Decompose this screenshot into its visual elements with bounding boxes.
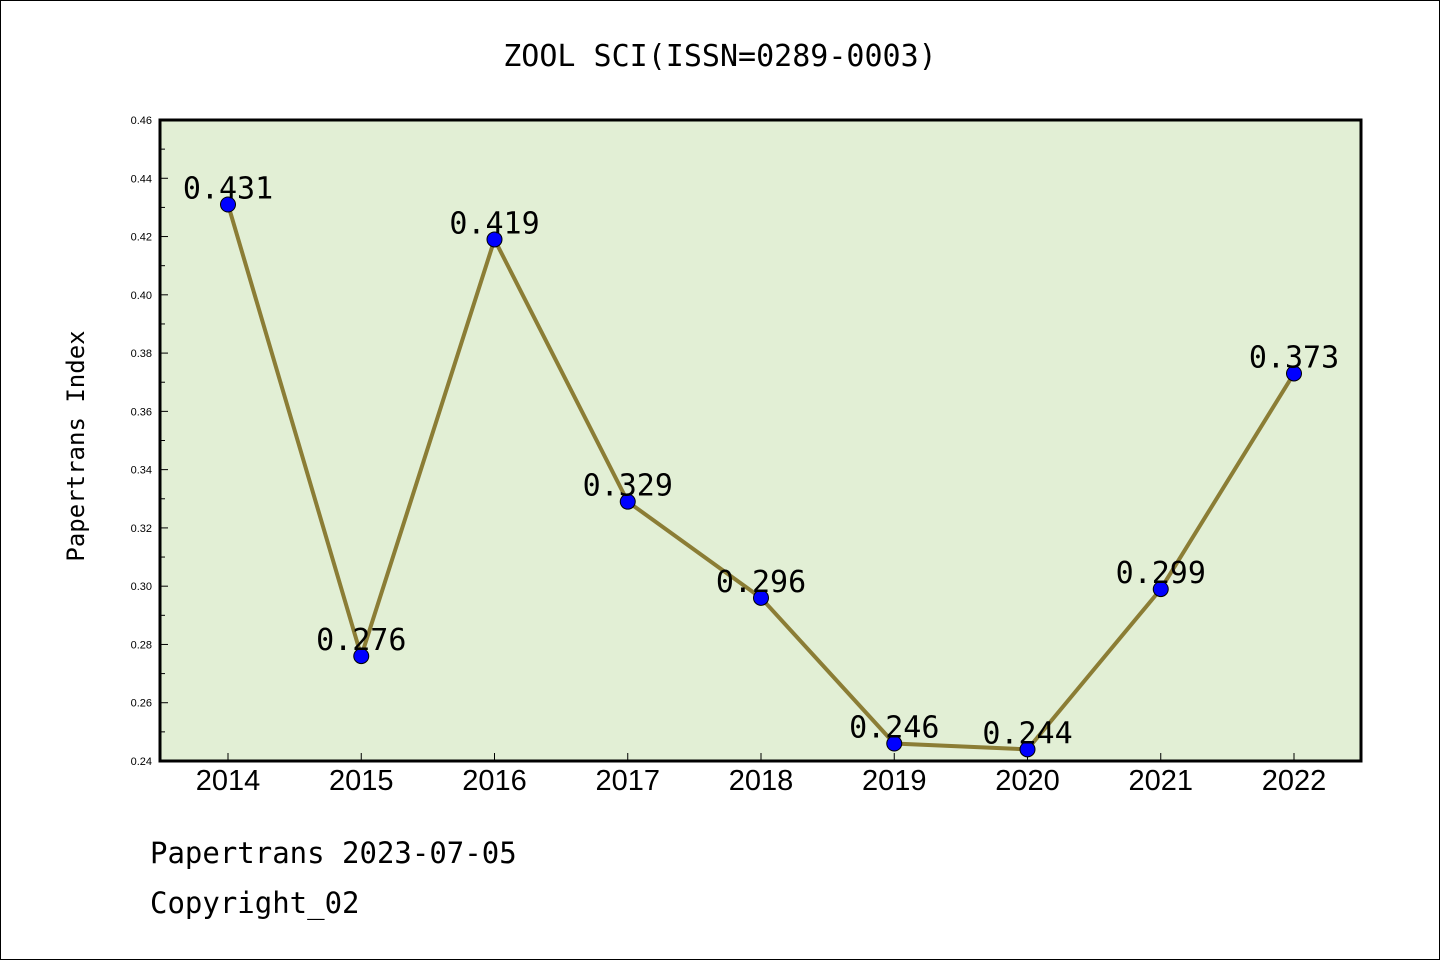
y-tick-label: 0.36 <box>131 406 152 418</box>
data-label: 0.373 <box>1249 340 1339 375</box>
y-tick-label: 0.24 <box>131 756 152 768</box>
y-tick-label: 0.28 <box>131 639 152 651</box>
data-labels: 0.431 0.276 0.419 0.329 0.296 0.246 0.244 0.299… <box>183 171 1339 751</box>
x-tick-label: 2015 <box>329 765 394 797</box>
data-point-marker <box>220 196 236 213</box>
x-tick-label: 2021 <box>1128 765 1193 797</box>
data-label: 0.419 <box>449 206 539 241</box>
data-point-marker <box>886 735 903 752</box>
x-tick-label: 2019 <box>862 765 927 797</box>
x-tick-label: 2018 <box>729 765 794 797</box>
data-point-marker <box>486 231 503 248</box>
y-tick-label: 0.26 <box>131 698 152 710</box>
data-label: 0.431 <box>183 171 273 206</box>
x-tick-label: 2016 <box>462 765 527 797</box>
data-markers <box>220 196 1302 758</box>
data-label: 0.329 <box>583 469 673 504</box>
footer-date: Papertrans 2023-07-05 <box>150 836 517 870</box>
y-axis-label: Papertrans Index <box>62 330 90 561</box>
x-tick-label: 2022 <box>1262 765 1327 797</box>
data-label: 0.244 <box>982 716 1072 751</box>
data-label: 0.296 <box>716 565 806 600</box>
data-point-marker <box>1019 741 1036 758</box>
footer-copyright: Copyright_02 <box>150 886 360 920</box>
y-tick-label: 0.44 <box>131 173 152 185</box>
plot-area <box>158 118 1363 763</box>
x-axis: 2014 2015 2016 2017 2018 2019 2020 2021 2022 <box>196 753 1327 797</box>
y-tick-label: 0.34 <box>131 465 152 477</box>
data-label: 0.299 <box>1116 556 1206 591</box>
y-tick-label: 0.40 <box>131 290 152 302</box>
data-label: 0.246 <box>849 711 939 746</box>
data-point-marker <box>1286 365 1302 382</box>
data-label: 0.276 <box>316 623 406 658</box>
y-axis: 0.24 0.26 0.28 0.30 0.32 0.34 0.36 0.38 0.40 0.42… <box>131 115 168 768</box>
data-point-marker <box>1152 581 1169 598</box>
y-tick-label: 0.32 <box>131 523 152 535</box>
y-tick-label: 0.42 <box>131 232 152 244</box>
data-point-marker <box>753 589 769 606</box>
data-point-marker <box>619 493 636 510</box>
data-point-marker <box>353 648 370 665</box>
x-tick-label: 2020 <box>995 765 1060 797</box>
y-tick-label: 0.38 <box>131 348 152 360</box>
x-tick-label: 2014 <box>196 765 261 797</box>
x-tick-label: 2017 <box>595 765 660 797</box>
chart-title: ZOOL SCI(ISSN=0289-0003) <box>503 39 936 74</box>
y-tick-label: 0.46 <box>131 115 152 127</box>
y-tick-label: 0.30 <box>131 581 152 593</box>
